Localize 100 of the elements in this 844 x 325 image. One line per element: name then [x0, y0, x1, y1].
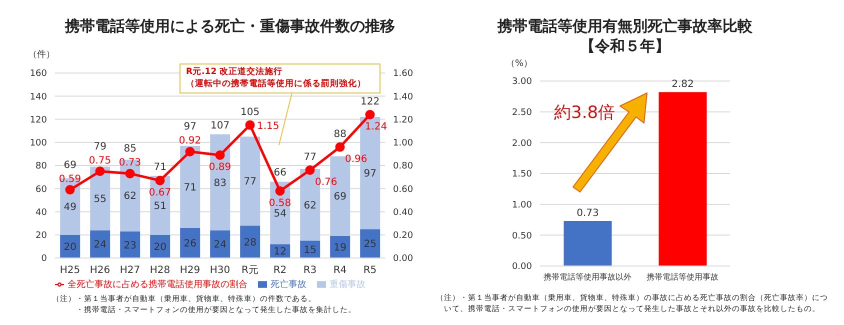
- x-tick-label: R2: [273, 265, 287, 276]
- data-label: 83: [214, 178, 226, 189]
- data-label: 1.24: [364, 122, 388, 133]
- point: [155, 176, 165, 186]
- point: [125, 168, 135, 178]
- x-tick-label: 携帯電話等使用事故: [646, 272, 718, 282]
- bar: [240, 136, 260, 226]
- y2-tick-label: 0.00: [393, 254, 414, 264]
- data-label: 62: [124, 191, 136, 202]
- point: [365, 110, 375, 120]
- point: [185, 146, 195, 156]
- y-tick-label: 2.50: [512, 108, 532, 118]
- data-label: 0.73: [118, 158, 142, 169]
- data-label: 1.15: [257, 121, 280, 132]
- data-label: 20: [64, 242, 76, 253]
- data-label: 0.59: [58, 174, 82, 185]
- y-tick-label: 80: [36, 162, 48, 172]
- x-tick-label: 携帯電話等使用事故以外: [544, 272, 632, 282]
- data-label: 0.89: [208, 162, 232, 174]
- y-tick-label: 140: [30, 92, 48, 102]
- y2-tick-label: 0.20: [393, 231, 414, 242]
- y2-tick-label: 1.20: [393, 115, 414, 126]
- point: [245, 120, 255, 130]
- x-tick-label: H30: [210, 265, 230, 276]
- data-label: 0.73: [576, 208, 599, 219]
- y-tick-label: 2.00: [512, 138, 532, 149]
- y2-tick-label: 0.40: [393, 208, 414, 218]
- bar: [120, 160, 140, 232]
- y-tick-label: 20: [36, 231, 48, 242]
- y-tick-label: 3.00: [512, 77, 532, 88]
- x-tick-label: H29: [180, 265, 200, 276]
- point: [215, 150, 225, 160]
- y2-tick-label: 1.00: [393, 138, 414, 149]
- bar: [360, 229, 380, 258]
- data-label: 55: [94, 194, 106, 206]
- data-label: 12: [274, 246, 286, 258]
- bar: [90, 230, 110, 258]
- y-tick-label: 0.50: [512, 231, 532, 242]
- total-label: 88: [334, 129, 346, 140]
- data-label: 24: [94, 240, 106, 251]
- data-label: 71: [184, 182, 196, 194]
- y-tick-label: 60: [36, 184, 48, 195]
- data-label: 0.76: [315, 177, 338, 188]
- x-tick-label: R3: [303, 265, 317, 276]
- legend-label: 全死亡事故に占める携帯電話使用事故の割合: [68, 280, 248, 290]
- data-label: 0.75: [88, 155, 112, 166]
- point: [275, 186, 285, 196]
- y-axis-title: （件）: [28, 48, 55, 61]
- total-label: 122: [360, 96, 380, 108]
- y-tick-label: 1.00: [512, 200, 532, 211]
- total-label: 85: [124, 144, 136, 155]
- data-label: 69: [334, 192, 346, 203]
- annotation: R元.12 改正道交法施行: [186, 66, 284, 78]
- data-label: 0.58: [268, 198, 292, 209]
- bar: [180, 146, 200, 228]
- legend-label: 死亡事故: [270, 280, 306, 290]
- data-label: 19: [334, 242, 346, 254]
- data-label: 62: [304, 200, 316, 212]
- y-tick-label: 1.50: [512, 170, 532, 180]
- data-label: 51: [154, 200, 166, 212]
- data-label: 26: [184, 238, 196, 250]
- x-tick-label: R4: [333, 265, 347, 276]
- point: [335, 142, 345, 152]
- total-label: 107: [210, 120, 230, 132]
- data-label: 20: [154, 242, 166, 253]
- total-label: 97: [184, 122, 196, 133]
- data-label: 49: [64, 202, 76, 214]
- bar: [210, 230, 230, 258]
- chart-title: 携帯電話等使用による死亡・重傷事故件数の推移: [64, 16, 396, 36]
- annotation: （運転中の携帯電話等使用に係る罰則強化）: [186, 78, 366, 90]
- y-tick-label: 100: [30, 138, 48, 149]
- x-tick-label: H26: [90, 265, 110, 276]
- y-tick-label: 0: [41, 254, 48, 264]
- y2-tick-label: 0.60: [393, 184, 414, 195]
- data-label: 24: [214, 240, 226, 251]
- data-label: 54: [274, 208, 286, 220]
- x-tick-label: H28: [150, 265, 170, 276]
- data-label: 0.92: [178, 136, 202, 147]
- total-label: 71: [154, 162, 166, 173]
- y2-tick-label: 0.80: [393, 162, 414, 172]
- total-label: 79: [94, 141, 106, 152]
- x-tick-label: R元: [242, 265, 258, 276]
- y2-tick-label: 1.40: [393, 92, 414, 102]
- data-label: 0.67: [148, 188, 172, 199]
- point: [305, 165, 315, 175]
- annotation: 約3.8倍: [554, 102, 616, 124]
- bar: [90, 166, 110, 230]
- bar: [240, 226, 260, 258]
- total-label: 105: [240, 107, 260, 118]
- x-tick-label: R5: [363, 265, 377, 276]
- total-label: 77: [304, 152, 316, 164]
- x-tick-label: H27: [120, 265, 140, 276]
- y-tick-label: 0.00: [512, 262, 532, 272]
- bar: [210, 134, 230, 230]
- chart-title: 携帯電話等使用有無別死亡事故率比較【令和５年】: [496, 16, 754, 56]
- point: [65, 185, 75, 195]
- y-axis-title: （%）: [506, 58, 533, 70]
- total-label: 69: [64, 160, 76, 171]
- y2-tick-label: 1.60: [393, 69, 414, 80]
- data-label: 25: [364, 239, 376, 250]
